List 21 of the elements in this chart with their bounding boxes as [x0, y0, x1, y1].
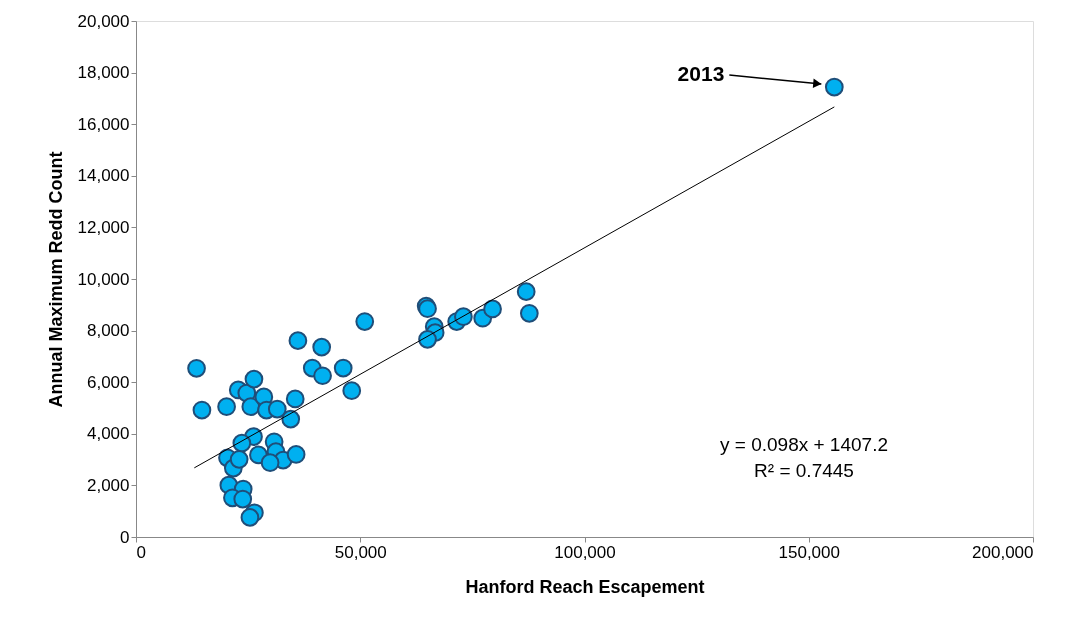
annotation: 2013 [677, 62, 725, 86]
x-tick-label: 200,000 [972, 542, 1034, 562]
y-tick-label: 10,000 [77, 269, 130, 289]
y-tick-label: 0 [120, 527, 130, 547]
y-tick-label: 14,000 [77, 166, 130, 186]
x-tick-label: 150,000 [778, 542, 840, 562]
y-tick-label: 16,000 [77, 114, 130, 134]
y-axis-title: Annual Maximum Redd Count [45, 151, 66, 408]
x-tick-label: 0 [136, 542, 146, 562]
x-tick-label: 50,000 [334, 542, 387, 562]
y-tick-label: 12,000 [77, 217, 130, 237]
x-axis-title: Hanford Reach Escapement [465, 576, 705, 597]
y-tick-label: 6,000 [86, 372, 130, 392]
y-tick-label: 4,000 [86, 424, 130, 444]
y-tick-label: 8,000 [86, 321, 130, 341]
y-tick-label: 2,000 [86, 475, 130, 495]
y-tick-label: 18,000 [77, 63, 130, 83]
y-tick-label: 20,000 [77, 11, 130, 31]
x-tick-label: 100,000 [554, 542, 616, 562]
annotation: y = 0.098x + 1407.2 [720, 434, 888, 455]
annotation: R² = 0.7445 [754, 460, 854, 481]
